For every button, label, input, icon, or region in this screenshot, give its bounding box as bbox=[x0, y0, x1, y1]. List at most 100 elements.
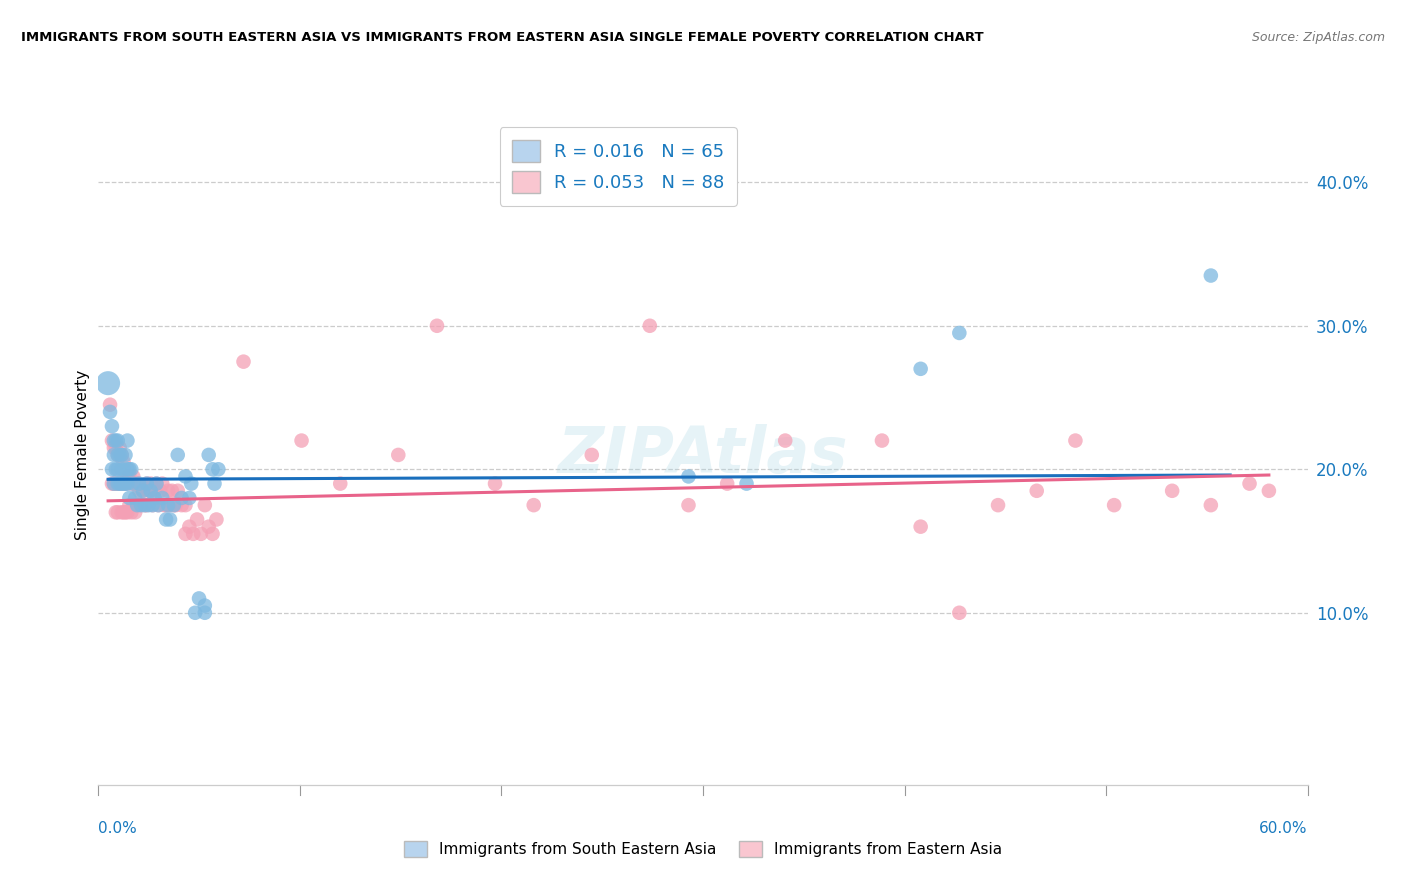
Point bbox=[135, 476, 157, 491]
Point bbox=[157, 483, 180, 498]
Point bbox=[114, 505, 136, 519]
Point bbox=[114, 476, 136, 491]
Point bbox=[112, 462, 135, 476]
Point bbox=[716, 476, 738, 491]
Point bbox=[111, 505, 134, 519]
Point bbox=[107, 448, 129, 462]
Point bbox=[290, 434, 312, 448]
Point bbox=[108, 448, 131, 462]
Text: 0.0%: 0.0% bbox=[98, 822, 138, 837]
Point bbox=[142, 498, 165, 512]
Point bbox=[181, 526, 204, 541]
Point bbox=[638, 318, 661, 333]
Point bbox=[107, 505, 129, 519]
Point bbox=[135, 476, 157, 491]
Point bbox=[114, 476, 136, 491]
Point bbox=[103, 434, 125, 448]
Point bbox=[184, 606, 207, 620]
Point bbox=[117, 476, 139, 491]
Point bbox=[165, 498, 187, 512]
Point bbox=[108, 476, 131, 491]
Point bbox=[132, 483, 155, 498]
Text: IMMIGRANTS FROM SOUTH EASTERN ASIA VS IMMIGRANTS FROM EASTERN ASIA SINGLE FEMALE: IMMIGRANTS FROM SOUTH EASTERN ASIA VS IM… bbox=[21, 31, 984, 45]
Point bbox=[155, 498, 177, 512]
Point bbox=[148, 498, 170, 512]
Point bbox=[160, 483, 183, 498]
Point bbox=[103, 476, 125, 491]
Point bbox=[1102, 498, 1125, 512]
Point bbox=[124, 505, 146, 519]
Point bbox=[188, 591, 211, 606]
Point bbox=[101, 476, 124, 491]
Point bbox=[201, 462, 224, 476]
Point bbox=[163, 498, 186, 512]
Point bbox=[120, 505, 142, 519]
Point bbox=[107, 476, 129, 491]
Point bbox=[117, 505, 139, 519]
Point bbox=[166, 483, 188, 498]
Point bbox=[194, 599, 217, 613]
Point bbox=[204, 476, 226, 491]
Point bbox=[163, 498, 186, 512]
Point bbox=[117, 462, 139, 476]
Point bbox=[948, 606, 970, 620]
Point bbox=[678, 469, 700, 483]
Point bbox=[910, 519, 932, 533]
Point bbox=[111, 448, 134, 462]
Point bbox=[138, 483, 160, 498]
Point bbox=[190, 526, 212, 541]
Point bbox=[111, 462, 134, 476]
Point bbox=[103, 448, 125, 462]
Text: Source: ZipAtlas.com: Source: ZipAtlas.com bbox=[1251, 31, 1385, 45]
Point bbox=[145, 476, 167, 491]
Point bbox=[127, 498, 149, 512]
Point bbox=[174, 526, 197, 541]
Point bbox=[114, 448, 136, 462]
Point bbox=[581, 448, 603, 462]
Point bbox=[129, 498, 152, 512]
Point bbox=[1199, 268, 1222, 283]
Point bbox=[735, 476, 758, 491]
Point bbox=[112, 505, 135, 519]
Point bbox=[107, 448, 129, 462]
Point bbox=[127, 476, 149, 491]
Point bbox=[98, 405, 121, 419]
Point bbox=[186, 512, 208, 526]
Point bbox=[166, 448, 188, 462]
Point bbox=[150, 491, 173, 505]
Point bbox=[194, 606, 217, 620]
Point bbox=[107, 462, 129, 476]
Point bbox=[170, 491, 193, 505]
Point bbox=[207, 462, 229, 476]
Text: ZIPAtlas: ZIPAtlas bbox=[558, 424, 848, 486]
Point bbox=[134, 498, 156, 512]
Point bbox=[118, 469, 141, 483]
Point bbox=[111, 476, 134, 491]
Point bbox=[148, 498, 170, 512]
Point bbox=[128, 476, 150, 491]
Point bbox=[103, 476, 125, 491]
Point bbox=[159, 512, 181, 526]
Point bbox=[145, 476, 167, 491]
Point bbox=[426, 318, 449, 333]
Point bbox=[678, 498, 700, 512]
Point bbox=[143, 491, 166, 505]
Point bbox=[179, 491, 201, 505]
Point bbox=[142, 498, 165, 512]
Point bbox=[179, 519, 201, 533]
Point bbox=[118, 462, 141, 476]
Point bbox=[111, 448, 134, 462]
Point bbox=[159, 498, 181, 512]
Point bbox=[132, 483, 155, 498]
Point bbox=[910, 361, 932, 376]
Point bbox=[101, 419, 124, 434]
Point bbox=[118, 498, 141, 512]
Point bbox=[143, 483, 166, 498]
Point bbox=[101, 462, 124, 476]
Point bbox=[103, 441, 125, 455]
Point bbox=[118, 491, 141, 505]
Point bbox=[122, 469, 145, 483]
Point bbox=[205, 512, 228, 526]
Point bbox=[1064, 434, 1087, 448]
Point bbox=[104, 434, 127, 448]
